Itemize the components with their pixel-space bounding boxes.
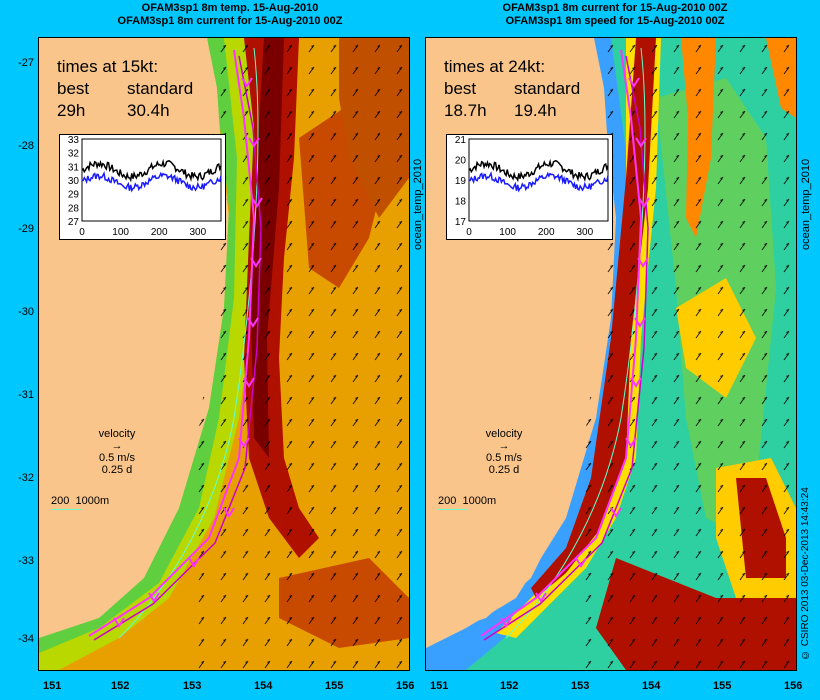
scale-legend-1000m: 1000m <box>75 495 110 507</box>
right-inset-chart: 21 20 19 18 17 0 100 200 300 <box>446 134 613 240</box>
scale-legend-200: 200 <box>438 495 457 507</box>
inset-x-tick: 0 <box>466 227 472 238</box>
left-standard-value: 30.4h <box>127 101 170 120</box>
right-inset-plot: 21 20 19 18 170 100 200 300 <box>455 135 609 238</box>
inset-y-tick: 33 <box>68 135 80 146</box>
inset-y-tick: 19 <box>455 176 467 187</box>
inset-x-tick: 200 <box>538 227 555 238</box>
y-tick-label: -30 <box>18 306 34 318</box>
inset-x-tick: 100 <box>112 227 129 238</box>
y-tick-label: -28 <box>18 140 34 152</box>
inset-series-line <box>468 171 609 193</box>
left-times-box: times at 15kt: best standard 29h 30.4h <box>57 56 193 122</box>
credit-label: © CSIRO 2013 03-Dec-2013 14:43:24 <box>800 487 811 660</box>
velocity-legend-title: velocity <box>98 428 136 440</box>
inset-x-tick: 100 <box>499 227 516 238</box>
right-side-label: ocean_temp_2010 <box>800 158 812 250</box>
x-tick-label: 151 <box>43 680 62 692</box>
x-tick-label: 154 <box>254 680 273 692</box>
x-tick-label: 154 <box>642 680 661 692</box>
inset-series-line <box>468 158 609 183</box>
y-tick-label: -32 <box>18 472 34 484</box>
inset-x-tick: 200 <box>151 227 168 238</box>
inset-y-tick: 28 <box>68 203 80 214</box>
left-times-header: times at 15kt: <box>57 57 159 76</box>
inset-y-tick: 20 <box>455 156 467 167</box>
left-best-label: best <box>57 79 90 98</box>
y-tick-label: -29 <box>18 223 34 235</box>
inset-y-tick: 17 <box>455 217 467 228</box>
right-panel-title: OFAM3sp1 8m current for 15-Aug-2010 00Z … <box>425 2 805 28</box>
velocity-legend-time: 0.25 d <box>488 464 520 476</box>
y-tick-label: -33 <box>18 555 34 567</box>
right-times-header: times at 24kt: <box>444 57 546 76</box>
inset-x-tick: 300 <box>576 227 593 238</box>
velocity-arrow-icon: → <box>498 440 510 452</box>
scale-line <box>438 509 468 510</box>
speed-map-panel[interactable]: times at 24kt: best standard 18.7h 19.4h 2… <box>425 37 797 671</box>
inset-y-tick: 27 <box>68 217 80 228</box>
right-title-line2: OFAM3sp1 8m speed for 15-Aug-2010 00Z <box>505 15 725 27</box>
scale-line <box>51 509 81 510</box>
scale-legend-left: 200 1000m <box>51 495 109 510</box>
x-tick-label: 152 <box>111 680 130 692</box>
speed-map <box>426 38 796 670</box>
left-inset-plot: 33 32 31 30 29 28 270 100 200 300 <box>68 135 222 238</box>
left-standard-label: standard <box>127 79 194 98</box>
scale-legend-1000m: 1000m <box>462 495 497 507</box>
inset-x-tick: 0 <box>79 227 85 238</box>
velocity-legend-speed: 0.5 m/s <box>98 452 136 464</box>
x-tick-label: 153 <box>183 680 202 692</box>
x-tick-label: 152 <box>500 680 519 692</box>
right-standard-label: standard <box>514 79 581 98</box>
inset-y-tick: 29 <box>68 190 80 201</box>
velocity-legend-right: velocity → 0.5 m/s 0.25 d <box>474 428 534 476</box>
y-tick-label: -31 <box>18 389 34 401</box>
x-tick-label: 151 <box>430 680 449 692</box>
temperature-map <box>39 38 409 670</box>
right-standard-value: 19.4h <box>514 101 557 120</box>
scale-legend-right: 200 1000m <box>438 495 496 510</box>
left-panel-title: OFAM3sp1 8m temp. 15-Aug-2010 OFAM3sp1 8… <box>40 2 420 28</box>
inset-x-tick: 300 <box>189 227 206 238</box>
x-tick-label: 153 <box>571 680 590 692</box>
y-tick-label: -27 <box>18 57 34 69</box>
inset-series-line <box>81 158 222 183</box>
right-best-value: 18.7h <box>444 101 487 120</box>
velocity-legend-title: velocity <box>485 428 523 440</box>
left-title-line2: OFAM3sp1 8m current for 15-Aug-2010 00Z <box>117 15 343 27</box>
x-tick-label: 155 <box>713 680 732 692</box>
inset-y-tick: 32 <box>68 149 80 160</box>
right-times-box: times at 24kt: best standard 18.7h 19.4h <box>444 56 580 122</box>
y-tick-label: -34 <box>18 633 34 645</box>
x-tick-label: 155 <box>325 680 344 692</box>
inset-y-tick: 31 <box>68 162 80 173</box>
left-inset-chart: 33 32 31 30 29 28 27 0 100 200 300 <box>59 134 226 240</box>
velocity-legend-left: velocity → 0.5 m/s 0.25 d <box>87 428 147 476</box>
velocity-arrow-icon: → <box>111 440 123 452</box>
inset-y-tick: 21 <box>455 135 467 146</box>
x-tick-label: 156 <box>396 680 415 692</box>
scale-legend-200: 200 <box>51 495 70 507</box>
left-title-line1: OFAM3sp1 8m temp. 15-Aug-2010 <box>141 2 319 14</box>
temperature-map-panel[interactable]: times at 15kt: best standard 29h 30.4h 33 3… <box>38 37 410 671</box>
right-title-line1: OFAM3sp1 8m current for 15-Aug-2010 00Z <box>502 2 728 14</box>
velocity-legend-time: 0.25 d <box>101 464 133 476</box>
right-best-label: best <box>444 79 477 98</box>
inset-y-tick: 30 <box>68 176 80 187</box>
velocity-legend-speed: 0.5 m/s <box>485 452 523 464</box>
x-tick-label: 156 <box>784 680 803 692</box>
inset-y-tick: 18 <box>455 197 467 208</box>
left-best-value: 29h <box>57 101 86 120</box>
inset-series-line <box>81 171 222 193</box>
